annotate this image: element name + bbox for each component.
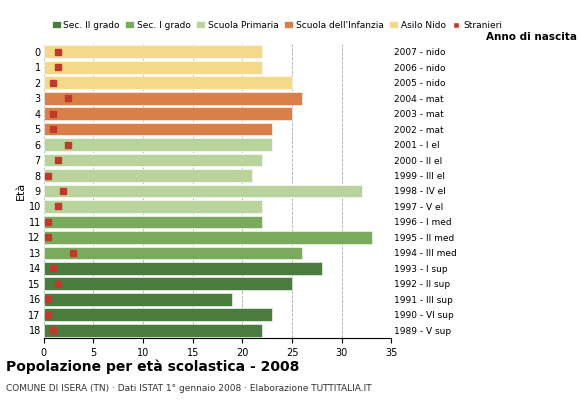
Bar [44, 154, 262, 166]
Bar [44, 92, 302, 104]
Bar [44, 246, 302, 259]
Bar [44, 123, 272, 136]
Bar [44, 308, 272, 321]
Legend: Sec. II grado, Sec. I grado, Scuola Primaria, Scuola dell'Infanzia, Asilo Nido, : Sec. II grado, Sec. I grado, Scuola Prim… [48, 17, 506, 34]
Bar [44, 216, 262, 228]
Bar [44, 262, 322, 275]
Bar [44, 169, 252, 182]
Bar [44, 278, 292, 290]
Bar [44, 200, 262, 213]
Bar [44, 107, 292, 120]
Bar [44, 231, 372, 244]
Bar [44, 185, 362, 197]
Y-axis label: Età: Età [16, 182, 26, 200]
Text: Anno di nascita: Anno di nascita [486, 32, 577, 42]
Text: Popolazione per età scolastica - 2008: Popolazione per età scolastica - 2008 [6, 360, 299, 374]
Text: COMUNE DI ISERA (TN) · Dati ISTAT 1° gennaio 2008 · Elaborazione TUTTITALIA.IT: COMUNE DI ISERA (TN) · Dati ISTAT 1° gen… [6, 384, 371, 393]
Bar [44, 138, 272, 151]
Bar [44, 293, 233, 306]
Bar [44, 45, 262, 58]
Bar [44, 61, 262, 74]
Bar [44, 76, 292, 89]
Bar [44, 324, 262, 337]
